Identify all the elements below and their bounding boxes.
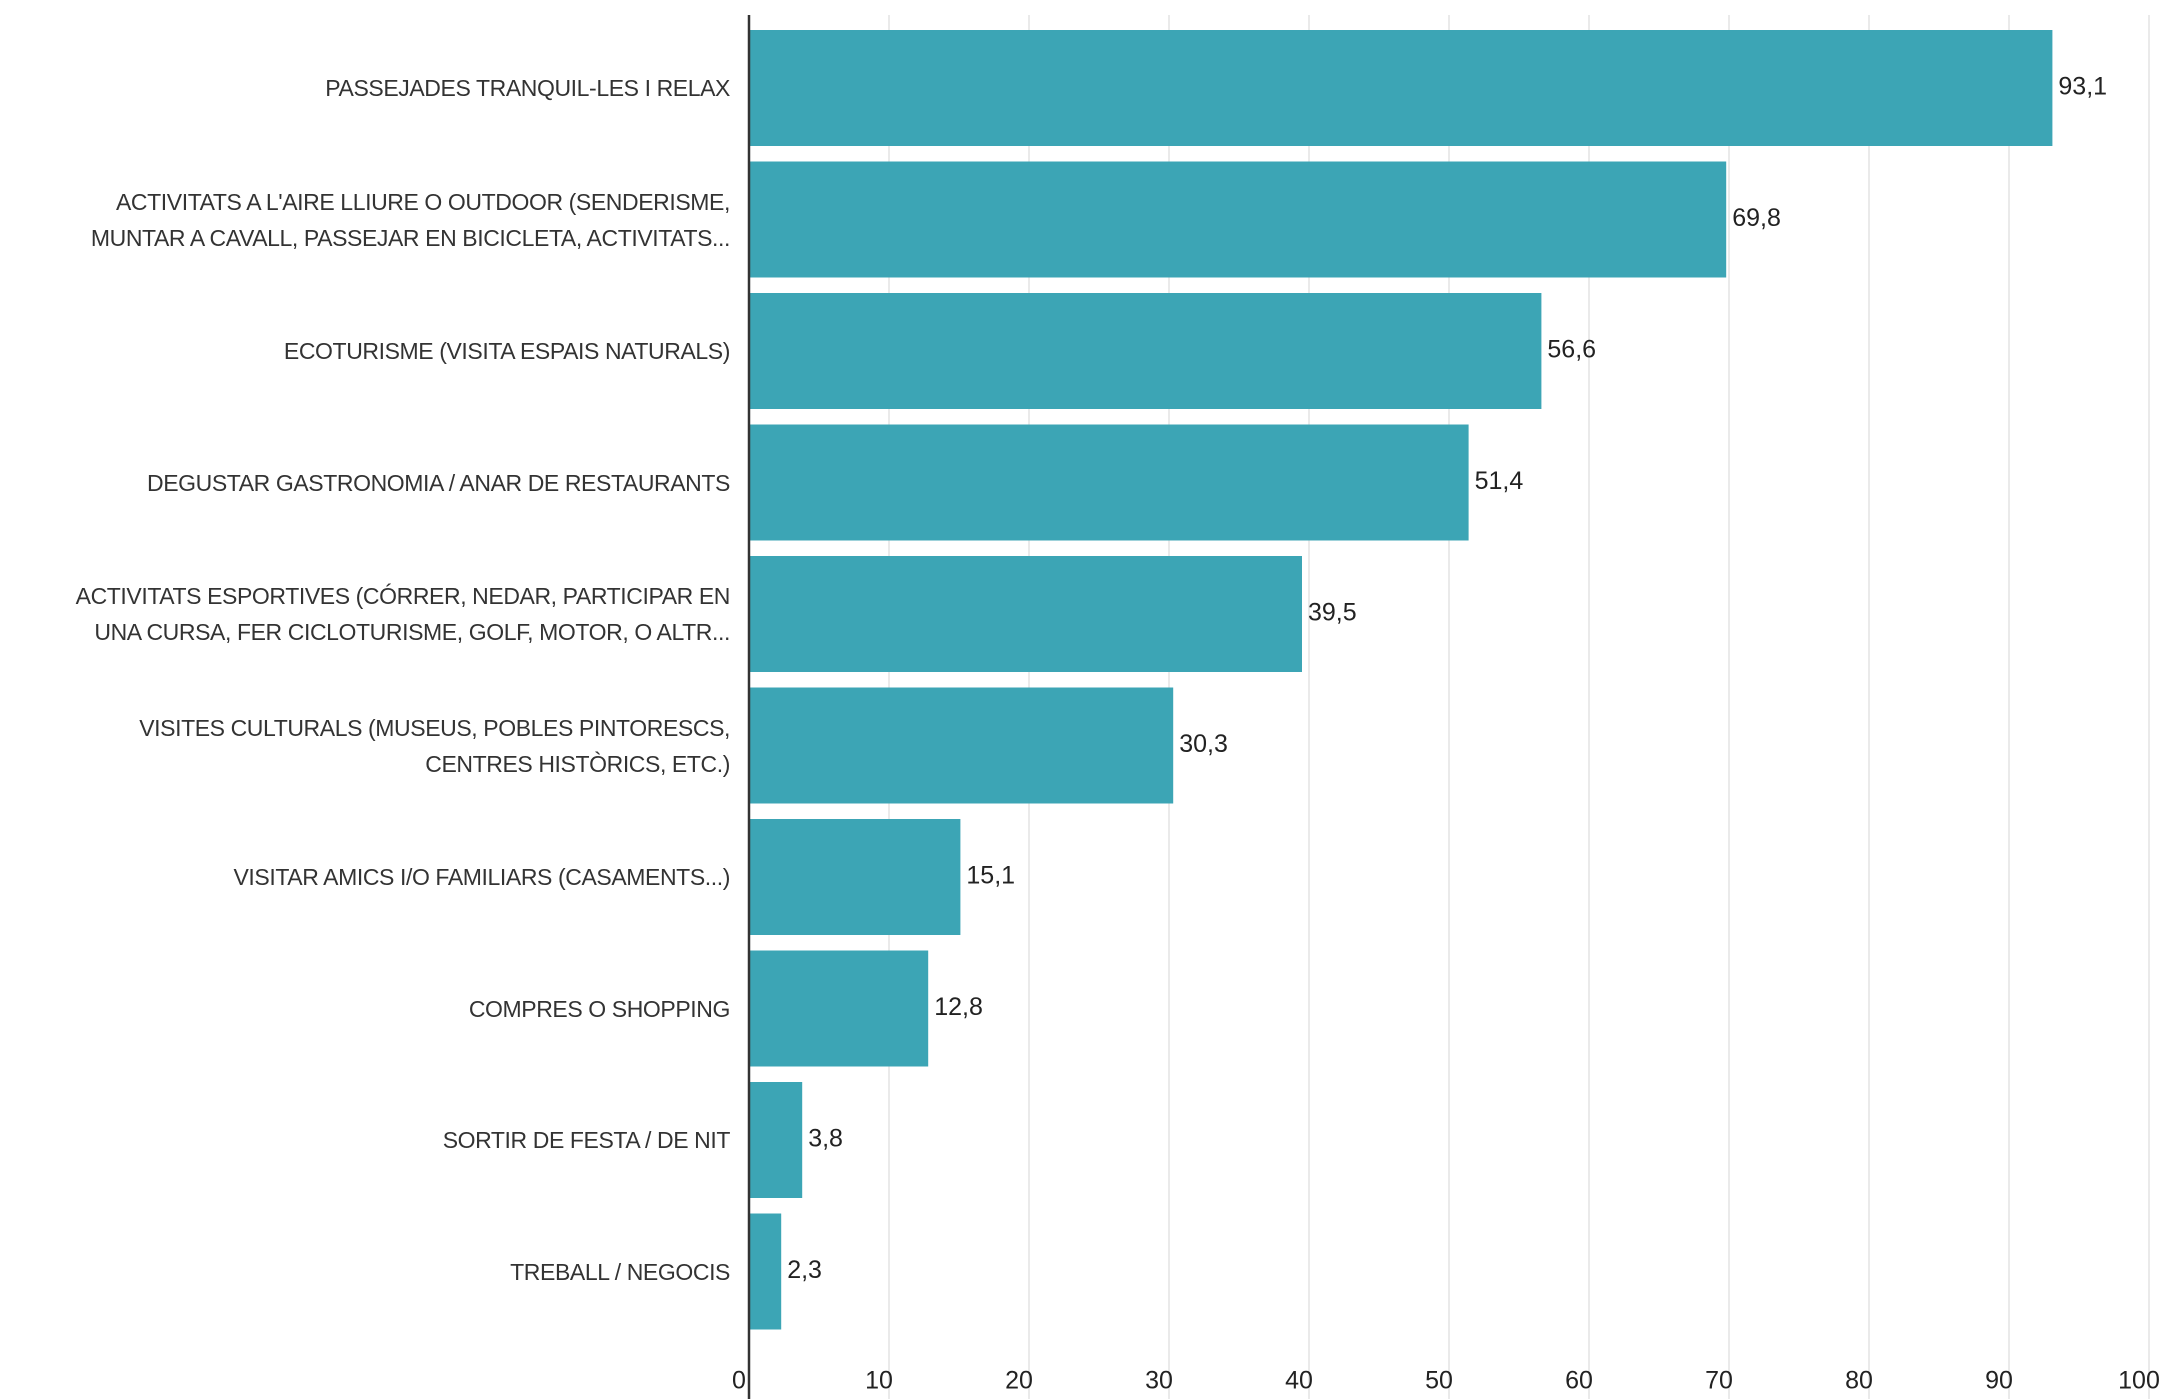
x-tick-label: 60 [1565, 1367, 1593, 1395]
value-label: 56,6 [1547, 336, 1596, 364]
bar [749, 556, 1302, 672]
category-label: SORTIR DE FESTA / DE NIT [442, 1127, 731, 1153]
bar [749, 1213, 782, 1330]
bar [749, 950, 929, 1067]
value-label: 51,4 [1475, 467, 1524, 495]
x-tick-label: 50 [1425, 1367, 1453, 1395]
value-label: 3,8 [808, 1125, 843, 1153]
category-label: ACTIVITATS ESPORTIVES (CÓRRER, NEDAR, PA… [75, 583, 731, 645]
value-label: 12,8 [934, 993, 983, 1021]
bar [749, 819, 961, 935]
category-label: VISITAR AMICS I/O FAMILIARS (CASAMENTS..… [233, 864, 730, 890]
value-label: 30,3 [1179, 730, 1228, 758]
bar [749, 687, 1174, 804]
value-label: 39,5 [1308, 599, 1357, 627]
x-tick-label: 80 [1845, 1367, 1873, 1395]
bar [749, 1082, 803, 1198]
x-tick-label: 0 [732, 1367, 746, 1395]
bar [749, 293, 1542, 409]
x-tick-label: 20 [1005, 1367, 1033, 1395]
category-label: PASSEJADES TRANQUIL-LES I RELAX [325, 75, 730, 101]
value-label: 69,8 [1732, 204, 1781, 232]
x-tick-label: 40 [1285, 1367, 1313, 1395]
category-label: TREBALL / NEGOCIS [510, 1258, 730, 1285]
category-label: DEGUSTAR GASTRONOMIA / ANAR DE RESTAURAN… [147, 469, 730, 496]
bar [749, 424, 1469, 541]
value-label: 93,1 [2058, 73, 2107, 101]
category-label: ACTIVITATS A L'AIRE LLIURE O OUTDOOR (SE… [90, 188, 731, 251]
value-label: 2,3 [787, 1256, 822, 1284]
x-tick-label: 30 [1145, 1367, 1173, 1395]
x-tick-label: 90 [1985, 1367, 2013, 1395]
x-tick-label: 10 [865, 1367, 893, 1395]
x-tick-label: 70 [1705, 1367, 1733, 1395]
category-label: ECOTURISME (VISITA ESPAIS NATURALS) [283, 338, 730, 364]
x-tick-label: 100 [2118, 1367, 2160, 1395]
bar [749, 161, 1727, 278]
value-label: 15,1 [966, 862, 1015, 890]
category-label: VISITES CULTURALS (MUSEUS, POBLES PINTOR… [139, 714, 730, 777]
bar [749, 30, 2053, 146]
category-label: COMPRES O SHOPPING [468, 995, 731, 1022]
